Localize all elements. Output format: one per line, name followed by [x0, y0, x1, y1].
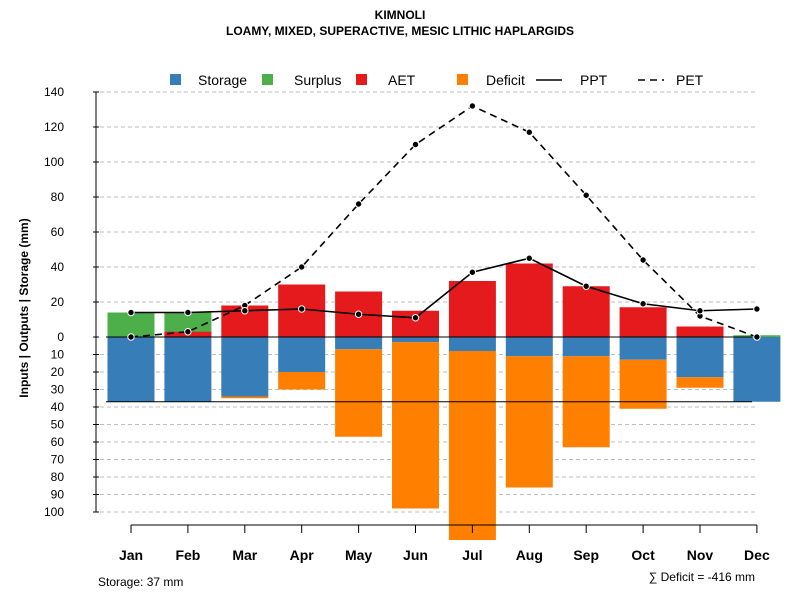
- storage-bar: [562, 337, 610, 357]
- pet-point: [127, 333, 135, 341]
- deficit-bar: [335, 349, 383, 437]
- legend-label: Deficit: [486, 72, 525, 88]
- y-tick-label: 40: [51, 260, 65, 274]
- x-tick-label: May: [345, 547, 372, 563]
- deficit-bar: [278, 372, 326, 390]
- y-tick-label: 60: [51, 225, 65, 239]
- deficit-bar: [619, 359, 667, 409]
- ppt-line: [131, 257, 757, 319]
- y-tick-label: 10: [51, 348, 65, 362]
- deficit-bar: [392, 342, 439, 509]
- aet-bar: [619, 307, 667, 337]
- ppt-point: [582, 282, 590, 290]
- ppt-point: [468, 268, 477, 276]
- deficit-sum-note: ∑ Deficit = -416 mm: [648, 570, 755, 584]
- ppt-point: [127, 308, 135, 317]
- ppt-point: [525, 254, 533, 262]
- y-tick-label: 90: [51, 488, 65, 502]
- legend-label: Storage: [198, 72, 247, 88]
- legend-swatch-aet: [356, 74, 367, 85]
- ppt-point: [696, 307, 704, 315]
- pet-point: [468, 102, 477, 110]
- ppt-point: [753, 305, 761, 313]
- legend-label: PET: [676, 72, 704, 88]
- surplus-bar: [107, 312, 155, 337]
- y-tick-label: 60: [51, 435, 65, 449]
- deficit-bar: [505, 356, 553, 488]
- legend-label: PPT: [580, 72, 608, 88]
- pet-point: [582, 191, 590, 199]
- y-axis-label: Inputs | Outputs | Storage (mm): [17, 218, 31, 397]
- storage-bar: [278, 337, 326, 372]
- pet-point: [298, 263, 306, 271]
- chart-subtitle: LOAMY, MIXED, SUPERACTIVE, MESIC LITHIC …: [225, 24, 575, 38]
- storage-bar: [221, 337, 269, 397]
- ppt-point: [241, 307, 249, 315]
- y-tick-label: 100: [44, 155, 64, 169]
- y-tick-label: 140: [44, 85, 64, 99]
- pet-point: [639, 256, 647, 264]
- aet-bar: [676, 326, 724, 337]
- y-tick-label: 80: [51, 190, 65, 204]
- x-tick-label: Dec: [744, 547, 770, 563]
- x-tick-label: Aug: [516, 547, 543, 563]
- y-tick-label: 20: [51, 365, 65, 379]
- y-tick-label: 100: [44, 505, 64, 519]
- y-tick-label: 0: [57, 330, 64, 344]
- deficit-bar: [448, 351, 496, 540]
- y-tick-label: 40: [51, 400, 65, 414]
- storage-bar: [733, 337, 781, 402]
- ppt-point: [354, 310, 363, 318]
- storage-note: Storage: 37 mm: [98, 575, 184, 589]
- ppt-point: [298, 305, 306, 313]
- x-tick-label: Feb: [175, 547, 200, 563]
- x-tick-label: Nov: [687, 547, 714, 563]
- deficit-bar: [221, 396, 269, 399]
- x-tick-label: Apr: [290, 547, 315, 563]
- y-tick-label: 30: [51, 383, 65, 397]
- storage-bar: [619, 337, 667, 360]
- x-tick-label: Sep: [573, 547, 599, 563]
- storage-bar: [676, 337, 724, 378]
- x-tick-label: Jul: [462, 547, 482, 563]
- storage-bar: [164, 337, 212, 402]
- ppt-point: [639, 300, 647, 308]
- aet-bar: [562, 286, 610, 337]
- x-tick-label: Jun: [403, 547, 428, 563]
- ppt-point: [411, 314, 420, 322]
- x-tick-label: Mar: [232, 547, 257, 563]
- legend-label: Surplus: [294, 72, 341, 88]
- pet-point: [354, 200, 363, 208]
- legend-swatch-storage: [170, 74, 181, 85]
- y-tick-label: 80: [51, 470, 65, 484]
- aet-bar: [505, 263, 553, 337]
- y-tick-label: 50: [51, 418, 65, 432]
- y-tick-label: 120: [44, 120, 64, 134]
- pet-point: [753, 333, 761, 341]
- storage-bar: [107, 337, 155, 402]
- legend-swatch-surplus: [262, 74, 273, 85]
- storage-bar: [448, 337, 496, 351]
- storage-bar: [335, 337, 383, 350]
- storage-bar: [392, 337, 439, 343]
- x-tick-label: Jan: [119, 547, 143, 563]
- x-tick-label: Oct: [631, 547, 655, 563]
- storage-bar: [505, 337, 553, 357]
- y-tick-label: 70: [51, 453, 65, 467]
- legend-swatch-deficit: [457, 74, 468, 85]
- pet-point: [411, 140, 420, 149]
- pet-point: [525, 128, 533, 136]
- deficit-bar: [676, 377, 724, 388]
- ppt-point: [184, 308, 192, 317]
- legend-label: AET: [388, 72, 416, 88]
- aet-bar: [448, 281, 496, 337]
- chart-title: KIMNOLI: [374, 8, 426, 22]
- pet-line: [130, 105, 758, 338]
- y-tick-label: 20: [51, 295, 65, 309]
- pet-point: [184, 328, 192, 336]
